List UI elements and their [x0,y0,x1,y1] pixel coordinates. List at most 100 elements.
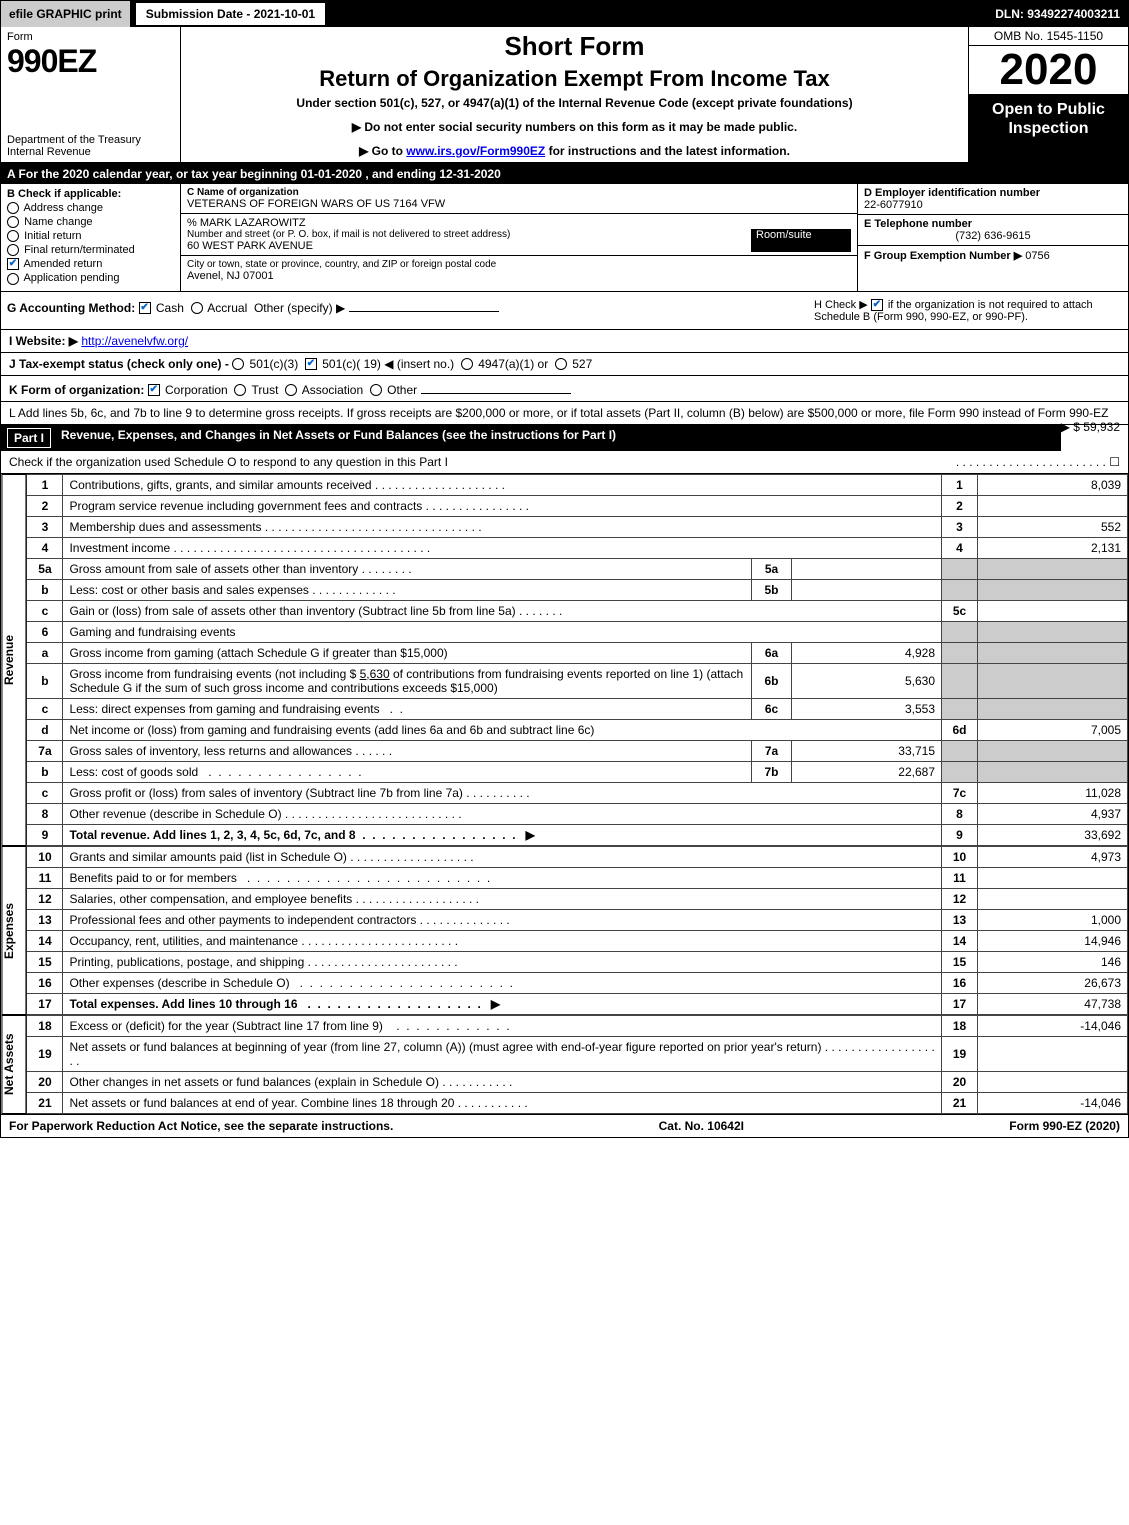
other-org-field[interactable] [421,380,571,394]
chk-amended-return[interactable]: Amended return [7,258,174,270]
submission-date: Submission Date - 2021-10-01 [134,1,327,27]
val-12 [978,888,1128,909]
val-15: 146 [978,951,1128,972]
main-title: Return of Organization Exempt From Incom… [187,66,962,92]
chk-initial-return[interactable]: Initial return [7,230,174,242]
org-name-cell: C Name of organization VETERANS OF FOREI… [181,184,857,214]
warn-ssn: ▶ Do not enter social security numbers o… [187,120,962,134]
val-2 [978,495,1128,516]
row-6a: aGross income from gaming (attach Schedu… [27,642,1128,663]
row-gh: G Accounting Method: Cash Accrual Other … [1,292,1128,330]
header-center: Short Form Return of Organization Exempt… [181,27,968,162]
street-cell: % MARK LAZAROWITZ Number and street (or … [181,214,857,256]
city-cell: City or town, state or province, country… [181,256,857,285]
val-20 [978,1071,1128,1092]
part-i-title: Revenue, Expenses, and Changes in Net As… [61,428,616,448]
row-5a: 5aGross amount from sale of assets other… [27,558,1128,579]
dept-treasury: Department of the Treasury Internal Reve… [7,134,174,158]
other-method-field[interactable] [349,298,499,312]
part-i-header: Part I Revenue, Expenses, and Changes in… [1,425,1061,451]
netassets-table: 18Excess or (deficit) for the year (Subt… [26,1015,1128,1114]
val-21: -14,046 [978,1092,1128,1113]
chk-final-return[interactable]: Final return/terminated [7,244,174,256]
row-4: 4Investment income . . . . . . . . . . .… [27,537,1128,558]
chk-assoc[interactable] [285,384,297,396]
group-cell: F Group Exemption Number ▶ 0756 [858,246,1128,265]
chk-4947[interactable] [461,358,473,370]
form-header: Form 990EZ Department of the Treasury In… [1,27,1128,164]
chk-application-pending[interactable]: Application pending [7,272,174,284]
chk-501c[interactable] [305,358,317,370]
short-form-title: Short Form [187,31,962,62]
row-19: 19Net assets or fund balances at beginni… [27,1036,1128,1071]
header-right: OMB No. 1545-1150 2020 Open to Public In… [968,27,1128,162]
val-7b: 22,687 [792,761,942,782]
line-j: J Tax-exempt status (check only one) - 5… [1,353,1128,376]
line-g: G Accounting Method: Cash Accrual Other … [1,292,808,329]
box-b: B Check if applicable: Address change Na… [1,184,181,291]
website-link[interactable]: http://avenelvfw.org/ [81,334,188,348]
chk-accrual[interactable] [191,302,203,314]
val-9: 33,692 [978,824,1128,845]
chk-other-org[interactable] [370,384,382,396]
street-address: 60 WEST PARK AVENUE [187,240,751,252]
row-2: 2Program service revenue including gover… [27,495,1128,516]
netassets-label: Net Assets [1,1015,26,1114]
row-17: 17Total expenses. Add lines 10 through 1… [27,993,1128,1014]
chk-h[interactable] [871,299,883,311]
revenue-label: Revenue [1,474,26,846]
box-c: C Name of organization VETERANS OF FOREI… [181,184,858,291]
info-row-bcd: B Check if applicable: Address change Na… [1,184,1128,292]
line-i: I Website: ▶ http://avenelvfw.org/ [1,330,1128,353]
ein: 22-6077910 [864,199,1122,211]
val-1: 8,039 [978,474,1128,495]
row-14: 14Occupancy, rent, utilities, and mainte… [27,930,1128,951]
tax-year: 2020 [969,46,1128,94]
subtitle: Under section 501(c), 527, or 4947(a)(1)… [187,96,962,110]
chk-trust[interactable] [234,384,246,396]
row-20: 20Other changes in net assets or fund ba… [27,1071,1128,1092]
group-number: 0756 [1025,250,1049,262]
box-d: D Employer identification number 22-6077… [858,184,1128,291]
val-17: 47,738 [978,993,1128,1014]
netassets-section: Net Assets 18Excess or (deficit) for the… [1,1015,1128,1114]
val-7c: 11,028 [978,782,1128,803]
chk-527[interactable] [555,358,567,370]
open-public-label: Open to Public Inspection [969,94,1128,162]
row-7b: bLess: cost of goods sold . . . . . . . … [27,761,1128,782]
chk-name-change[interactable]: Name change [7,216,174,228]
chk-501c3[interactable] [232,358,244,370]
val-10: 4,973 [978,846,1128,867]
chk-address-change[interactable]: Address change [7,202,174,214]
val-6b: 5,630 [792,663,942,698]
row-10: 10Grants and similar amounts paid (list … [27,846,1128,867]
chk-corp[interactable] [148,384,160,396]
row-6c: cLess: direct expenses from gaming and f… [27,698,1128,719]
row-6b: bGross income from fundraising events (n… [27,663,1128,698]
val-4: 2,131 [978,537,1128,558]
part-i-tag: Part I [7,428,51,448]
row-13: 13Professional fees and other payments t… [27,909,1128,930]
form-container: efile GRAPHIC print Submission Date - 20… [0,0,1129,1138]
omb-number: OMB No. 1545-1150 [969,27,1128,46]
row-12: 12Salaries, other compensation, and empl… [27,888,1128,909]
page-footer: For Paperwork Reduction Act Notice, see … [1,1114,1128,1137]
line-l-amount: ▶ $ 59,932 [1061,420,1120,434]
row-8: 8Other revenue (describe in Schedule O) … [27,803,1128,824]
room-suite-label: Room/suite [756,229,812,241]
tel-cell: E Telephone number (732) 636-9615 [858,215,1128,246]
care-of: % MARK LAZAROWITZ [187,217,851,229]
row-11: 11Benefits paid to or for members . . . … [27,867,1128,888]
val-6a: 4,928 [792,642,942,663]
efile-label: efile GRAPHIC print [1,1,130,27]
warn-url: ▶ Go to www.irs.gov/Form990EZ for instru… [187,144,962,158]
val-6c: 3,553 [792,698,942,719]
part-i-checkbox[interactable]: ☐ [1109,455,1120,469]
row-9: 9Total revenue. Add lines 1, 2, 3, 4, 5c… [27,824,1128,845]
revenue-table: 1Contributions, gifts, grants, and simil… [26,474,1128,846]
telephone: (732) 636-9615 [864,230,1122,242]
ein-cell: D Employer identification number 22-6077… [858,184,1128,215]
row-18: 18Excess or (deficit) for the year (Subt… [27,1015,1128,1036]
irs-link[interactable]: www.irs.gov/Form990EZ [406,144,545,158]
chk-cash[interactable] [139,302,151,314]
